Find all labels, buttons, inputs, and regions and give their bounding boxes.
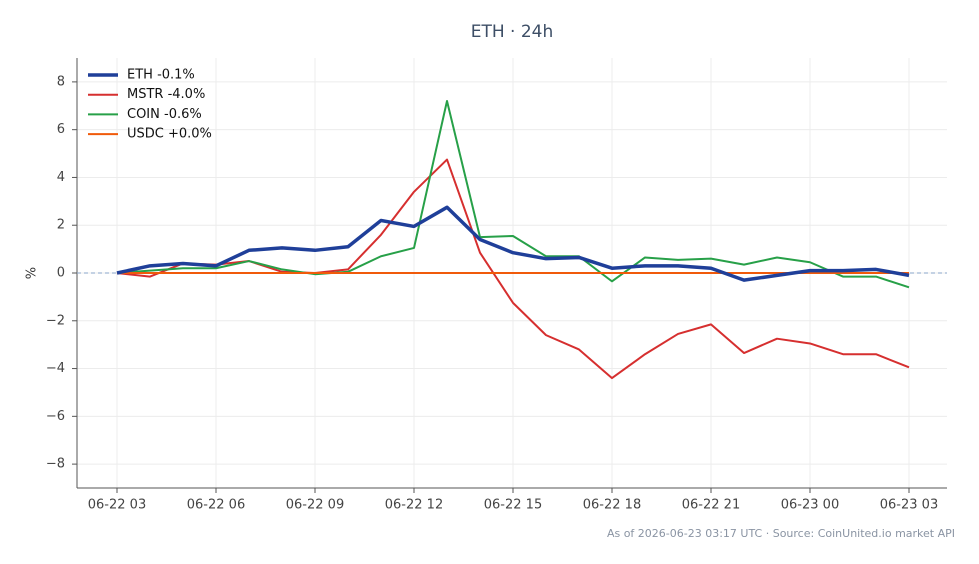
y-tick-label: −8 [46,457,65,472]
chart-title: ETH · 24h [471,22,554,42]
legend-label: MSTR -4.0% [127,87,205,102]
legend-label: ETH -0.1% [127,68,195,83]
x-tick-label: 06-22 18 [583,498,641,513]
x-tick-label: 06-23 00 [781,498,839,513]
x-tick-label: 06-22 09 [286,498,344,513]
y-tick-label: −4 [46,361,65,376]
series-line [116,205,910,282]
y-tick-label: 4 [57,170,65,185]
y-tick-label: −2 [46,313,65,328]
x-tick-label: 06-22 21 [682,498,740,513]
y-tick-label: 2 [57,218,65,233]
x-tick-label: 06-22 03 [88,498,146,513]
y-tick-label: −6 [46,409,65,424]
series-line [116,100,910,289]
legend-label: USDC +0.0% [127,127,212,142]
legend-label: COIN -0.6% [127,107,202,122]
y-axis-label: % [25,267,40,279]
footnote: As of 2026-06-23 03:17 UTC · Source: Coi… [607,527,955,540]
y-tick-label: 8 [57,74,65,89]
x-tick-label: 06-22 06 [187,498,245,513]
y-tick-label: 6 [57,122,65,137]
x-tick-label: 06-22 15 [484,498,542,513]
x-tick-label: 06-23 03 [880,498,938,513]
x-tick-label: 06-22 12 [385,498,443,513]
y-tick-label: 0 [57,266,65,281]
